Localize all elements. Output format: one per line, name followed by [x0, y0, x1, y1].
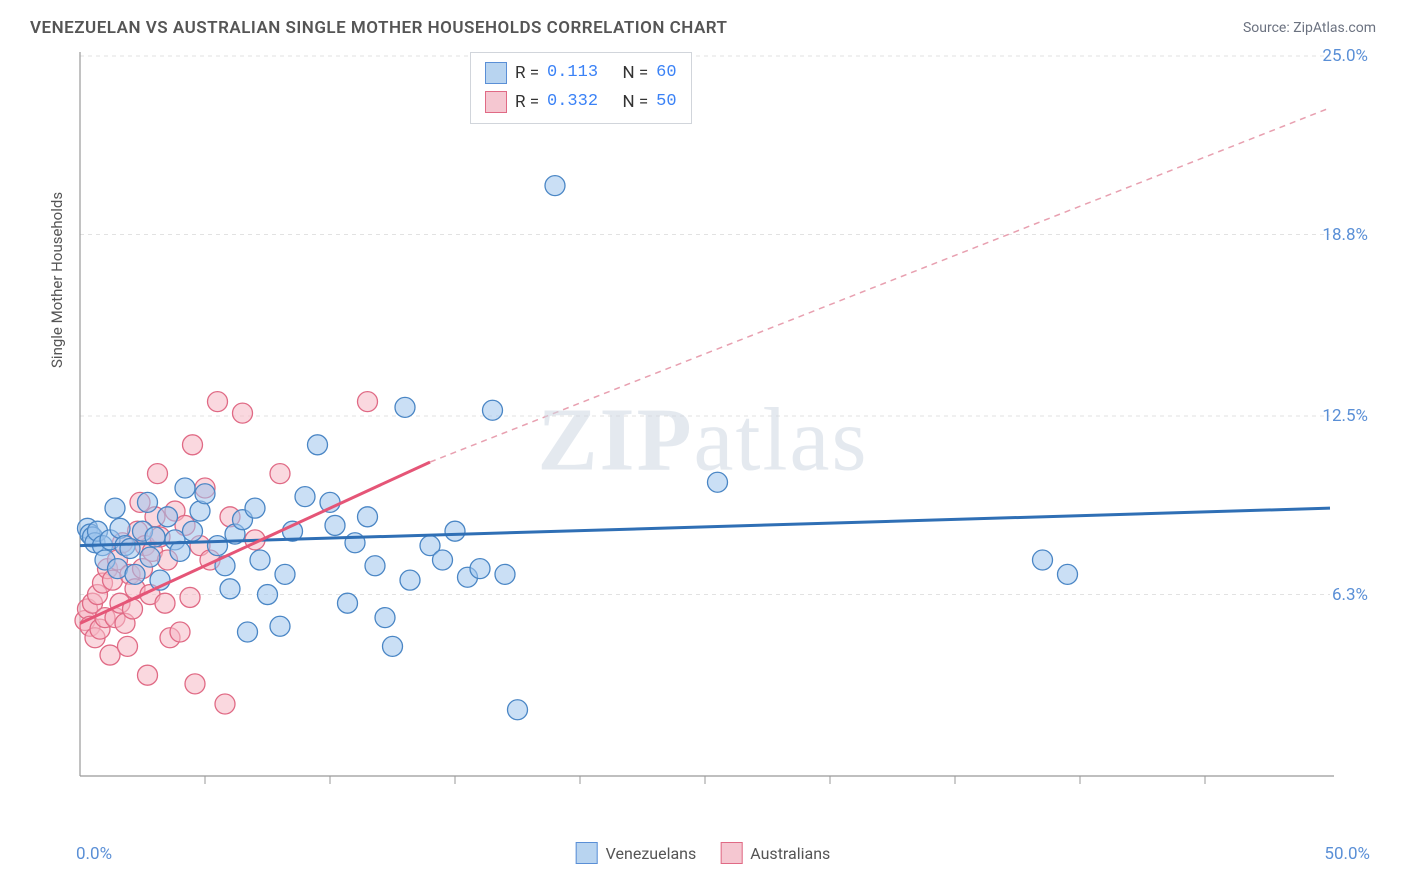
r-label: R =	[515, 59, 539, 88]
n-label: N =	[622, 59, 648, 88]
y-tick-label: 6.3%	[1332, 585, 1368, 605]
stats-box: R = 0.113 N = 60 R = 0.332 N = 50	[470, 52, 692, 124]
y-axis-label: Single Mother Households	[48, 192, 66, 368]
legend: Venezuelans Australians	[576, 842, 831, 864]
y-tick-label: 25.0%	[1322, 46, 1368, 66]
legend-item-venezuelans: Venezuelans	[576, 842, 697, 864]
r-label: R =	[515, 88, 539, 117]
stats-row-blue: R = 0.113 N = 60	[485, 59, 677, 88]
swatch-blue-icon	[485, 62, 507, 84]
legend-swatch-pink-icon	[720, 842, 742, 864]
x-max-label: 50.0%	[1324, 844, 1370, 864]
y-tick-label: 12.5%	[1322, 406, 1368, 426]
swatch-pink-icon	[485, 91, 507, 113]
legend-item-australians: Australians	[720, 842, 830, 864]
legend-label: Australians	[750, 844, 830, 863]
chart-title: VENEZUELAN VS AUSTRALIAN SINGLE MOTHER H…	[30, 18, 728, 38]
n-value: 50	[656, 88, 676, 117]
source-label: Source: ZipAtlas.com	[1243, 20, 1376, 36]
legend-swatch-blue-icon	[576, 842, 598, 864]
r-value: 0.332	[547, 88, 598, 117]
x-min-label: 0.0%	[76, 844, 112, 864]
r-value: 0.113	[547, 59, 598, 88]
legend-label: Venezuelans	[606, 844, 697, 863]
scatter-chart	[30, 46, 1336, 806]
n-label: N =	[622, 88, 648, 117]
stats-row-pink: R = 0.332 N = 50	[485, 88, 677, 117]
n-value: 60	[656, 59, 676, 88]
y-tick-label: 18.8%	[1322, 225, 1368, 245]
